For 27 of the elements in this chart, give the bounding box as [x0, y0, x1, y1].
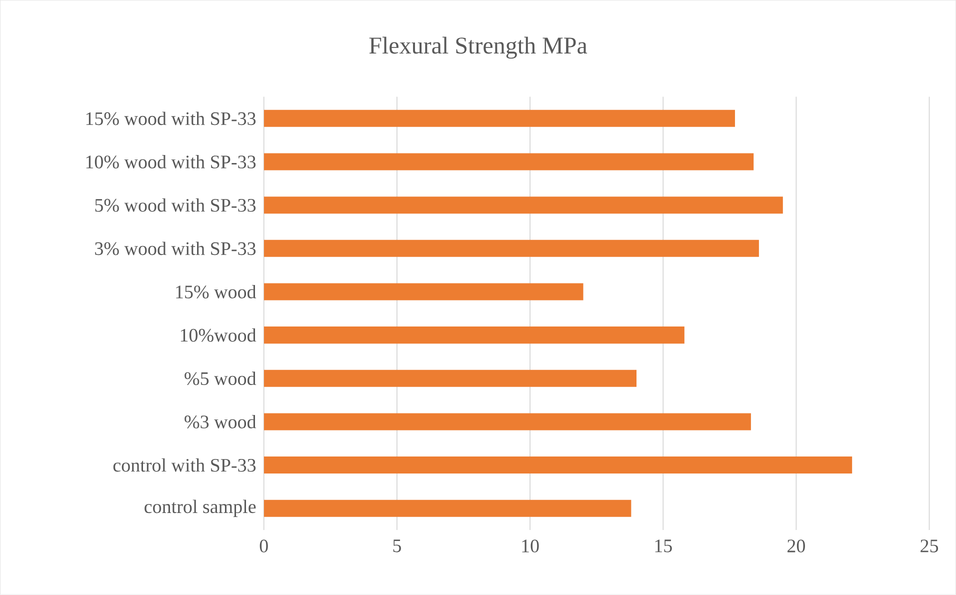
x-tick-label: 20: [788, 540, 805, 553]
x-tick-label: 5: [393, 540, 401, 552]
x-tick-label: 25: [920, 540, 938, 552]
bar: [264, 326, 684, 344]
bar: [264, 196, 783, 214]
y-tick-label: control with SP-33: [113, 458, 256, 472]
bar: [264, 240, 759, 258]
bar: [264, 153, 754, 170]
bar: [264, 370, 636, 387]
bar: [264, 500, 632, 517]
x-tick-label: 10: [522, 540, 539, 553]
bar: [264, 283, 584, 300]
y-tick-label: 15% wood: [176, 285, 256, 299]
x-tick-label: 0: [260, 540, 268, 553]
y-tick-label: 5% wood with SP-33: [95, 198, 256, 212]
y-tick-label: %3 wood: [184, 415, 256, 429]
y-tick-label: %5 wood: [184, 372, 256, 386]
x-tick-label: 15: [655, 540, 672, 552]
y-tick-label: control sample: [144, 500, 256, 518]
bar: [264, 413, 751, 430]
y-tick-label: 3% wood with SP-33: [95, 242, 256, 256]
y-tick-label: 10% wood with SP-33: [86, 155, 256, 169]
chart-title: Flexural Strength MPa: [369, 36, 588, 59]
bar: [264, 456, 852, 474]
y-tick-label: 15% wood with SP-33: [86, 112, 256, 126]
bar: [264, 110, 735, 128]
y-tick-label: 10%wood: [180, 328, 256, 342]
